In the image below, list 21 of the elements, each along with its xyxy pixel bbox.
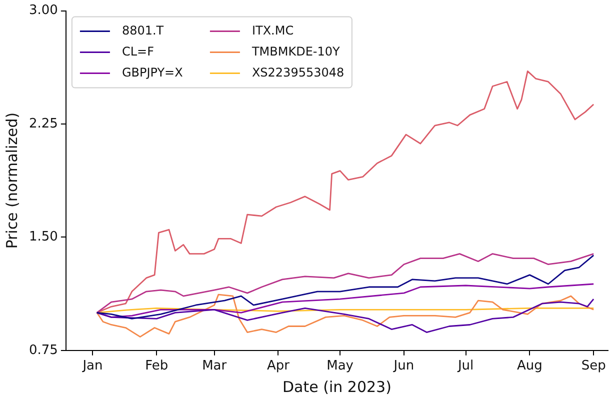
x-tick-label: Jul [456, 358, 474, 374]
x-tick-label: Apr [266, 358, 290, 374]
y-tick-label: 1.50 [28, 230, 58, 245]
x-tick-label: Jan [82, 358, 103, 374]
legend-label: GBPJPY=X [122, 65, 183, 80]
legend-label: TMBMKDE-10Y [250, 44, 341, 58]
x-tick-label: Mar [202, 358, 228, 374]
y-tick-label: 3.00 [28, 3, 58, 18]
y-axis-title: Price (normalized) [2, 112, 21, 249]
x-tick-label: Aug [516, 358, 542, 374]
legend-label: 8801.T [122, 23, 164, 38]
x-tick-label: Jun [392, 358, 414, 374]
y-tick-label: 0.75 [28, 342, 58, 358]
x-tick-label: Feb [145, 358, 168, 374]
legend-label: CL=F [122, 44, 154, 58]
legend-label: XS2239553048 [252, 65, 344, 80]
x-tick-label: Sep [581, 358, 606, 374]
legend-label: ITX.MC [252, 23, 294, 38]
x-axis-title: Date (in 2023) [282, 378, 392, 396]
y-tick-label: 2.25 [28, 116, 58, 132]
x-tick-label: May [326, 358, 354, 374]
